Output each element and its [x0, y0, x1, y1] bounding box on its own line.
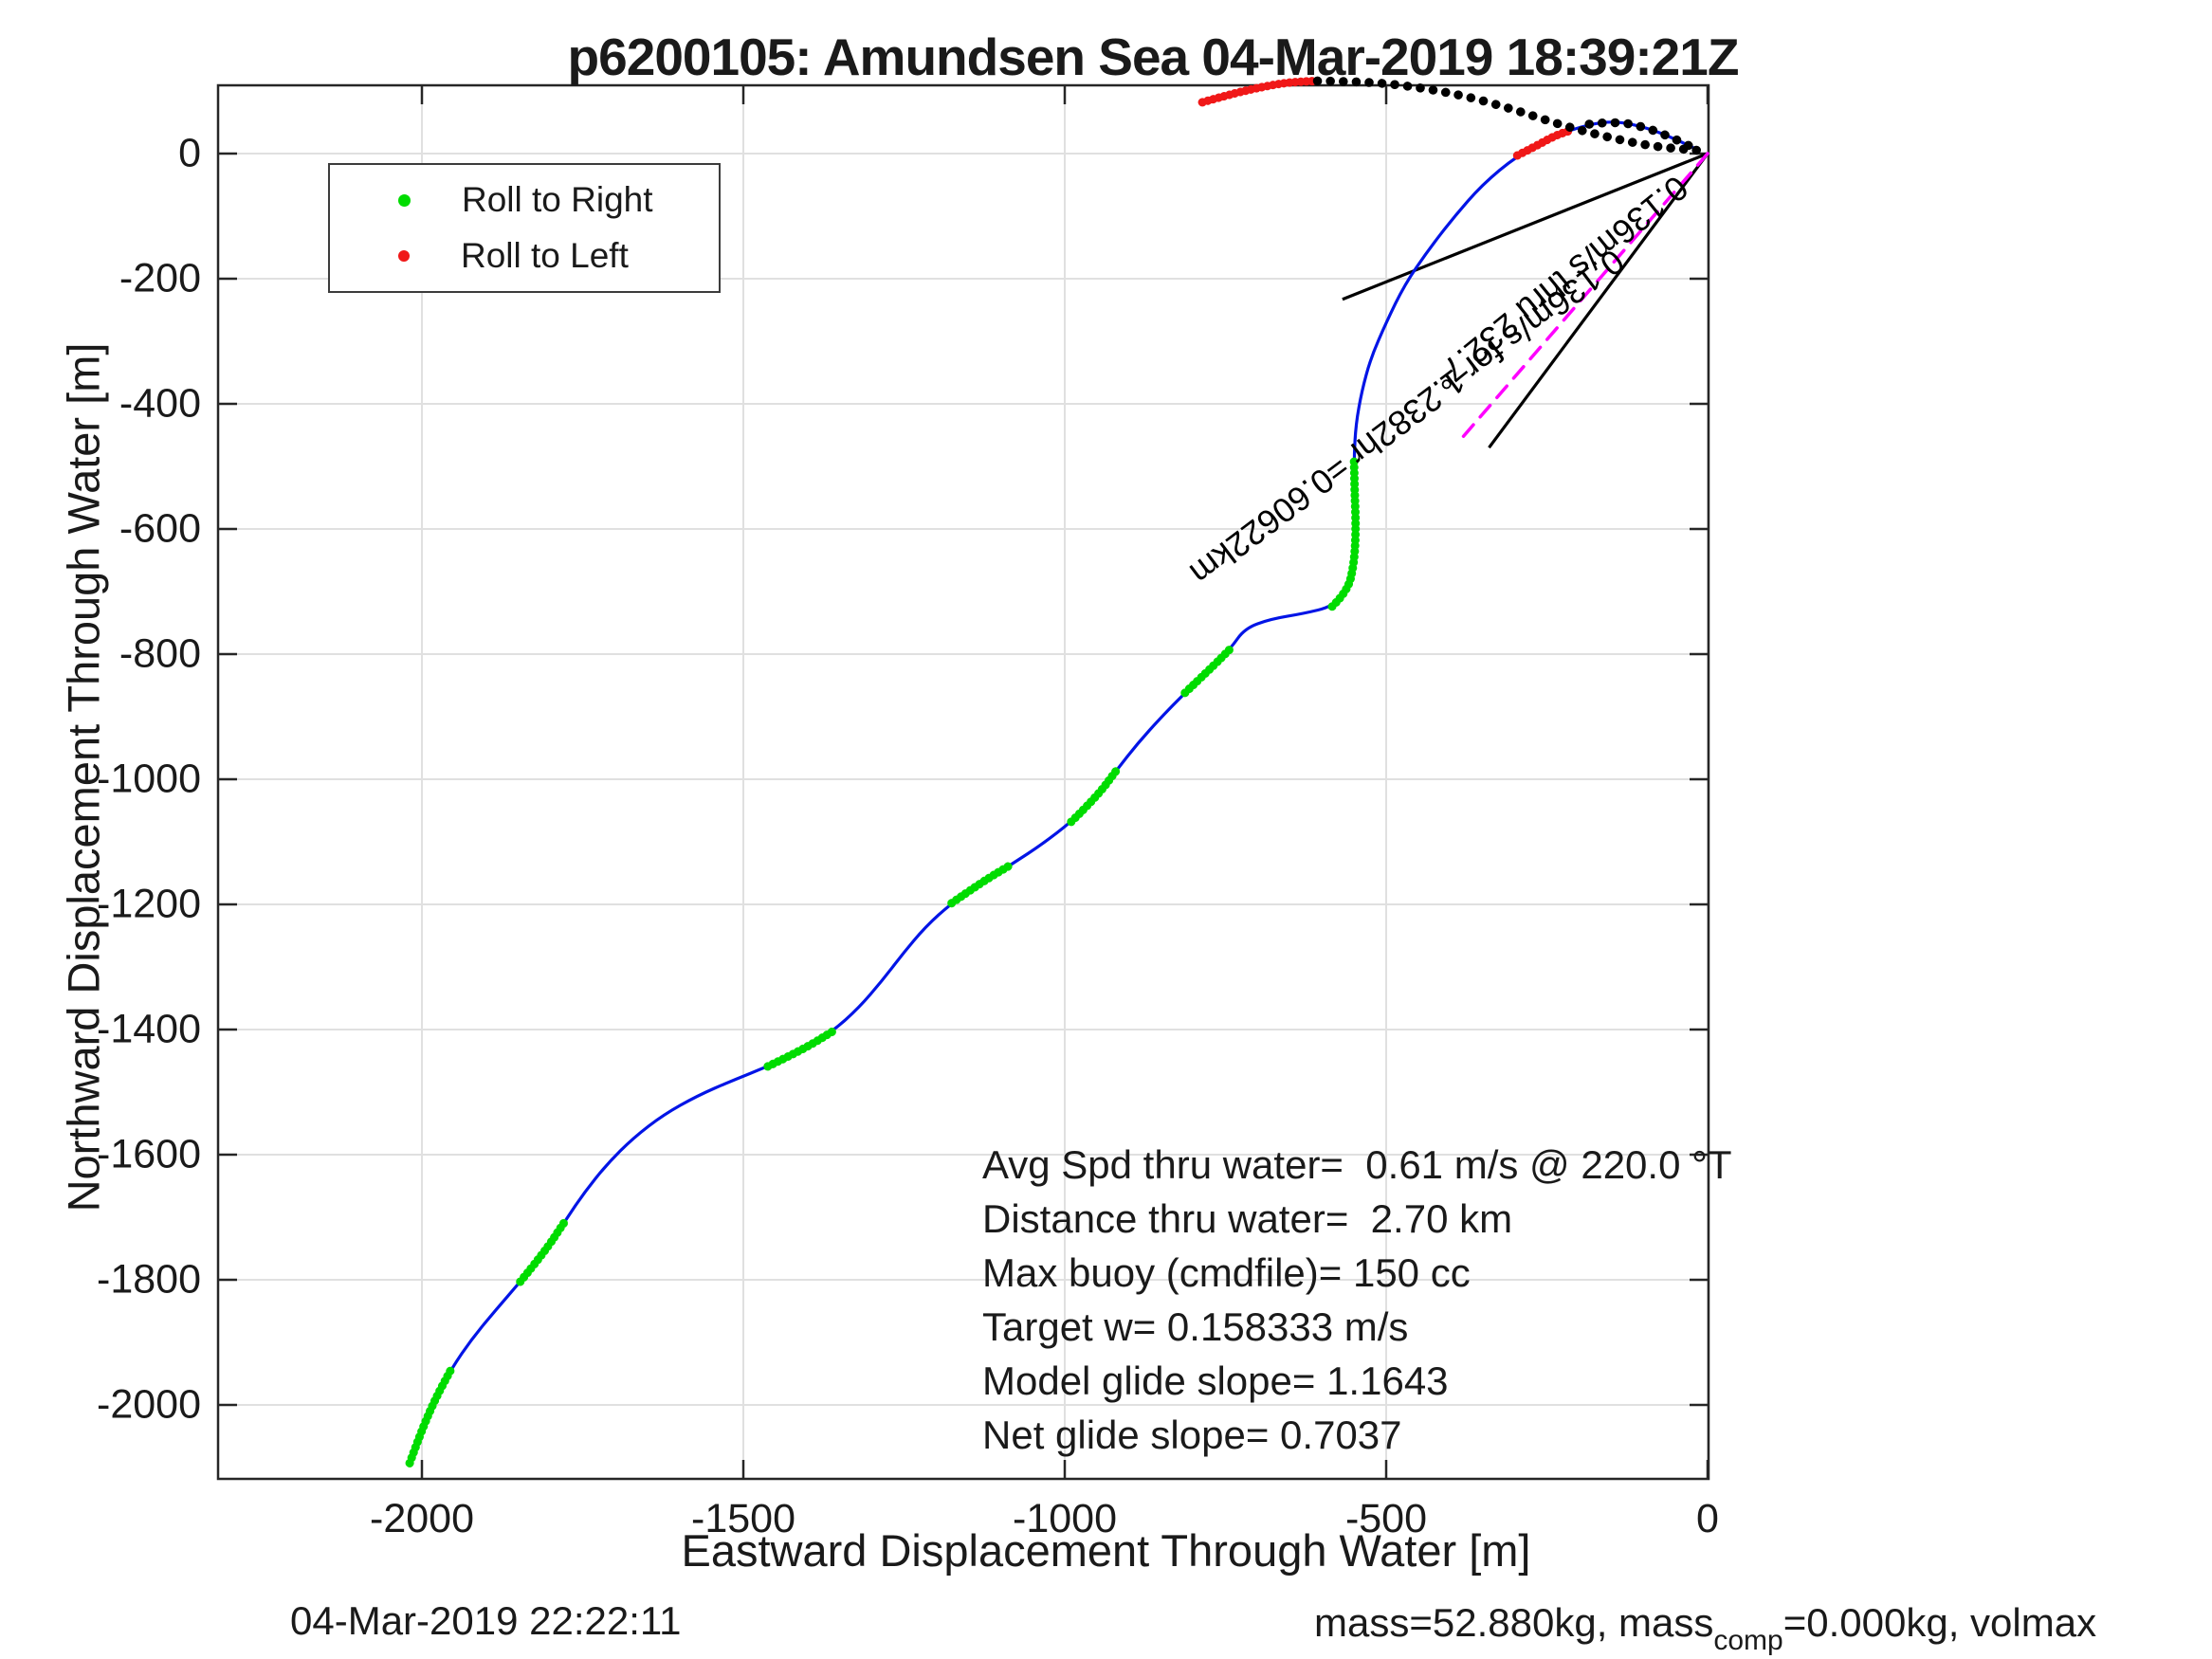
legend-item-roll-left: Roll to Left: [330, 236, 719, 276]
legend-label: Roll to Right: [462, 180, 653, 220]
y-tick-label: -2000: [97, 1381, 201, 1428]
y-tick-label: -1200: [97, 881, 201, 927]
roll-right-marker-icon: [398, 193, 411, 207]
series-displacement-vector: [1454, 152, 1709, 446]
stat-avg-speed: Avg Spd thru water= 0.61 m/s @ 220.0 °T: [982, 1142, 1732, 1187]
x-tick-label: -500: [1344, 1496, 1428, 1541]
stat-net-slope: Net glide slope= 0.7037: [982, 1413, 1402, 1457]
stat-distance: Distance thru water= 2.70 km: [982, 1196, 1513, 1241]
series-surface-fixes: [1312, 76, 1704, 155]
series-dive-track: [408, 120, 1700, 1464]
stat-target-w: Target w= 0.158333 m/s: [982, 1304, 1409, 1349]
series-roll-to-right: [516, 1218, 569, 1286]
plot-timestamp: 04-Mar-2019 22:22:11: [290, 1598, 682, 1643]
axes-box: [216, 83, 1710, 1481]
y-tick-label: -1000: [97, 756, 201, 802]
stat-max-buoy: Max buoy (cmdfile)= 150 cc: [982, 1250, 1471, 1295]
y-tick-label: 0: [178, 130, 201, 176]
series-roll-to-right: [947, 859, 1017, 908]
y-tick-label: -1800: [97, 1256, 201, 1303]
y-tick-label: -1400: [97, 1006, 201, 1052]
mass-info: mass=52.880kg, masscomp=0.000kg, volmax: [1314, 1600, 2096, 1657]
plot-title: p6200105: Amundsen Sea 04-Mar-2019 18:39…: [567, 27, 1740, 86]
series-roll-to-right: [1180, 644, 1235, 698]
y-tick-label: -200: [119, 255, 201, 301]
mass-text: mass=52.880kg, mass: [1314, 1600, 1714, 1645]
roll-left-marker-icon: [398, 249, 410, 262]
series-bearing-lines: [1342, 152, 1709, 301]
series-surface-fixes: [1584, 118, 1704, 155]
mass-subscript: comp: [1713, 1625, 1783, 1656]
legend-box: Roll to Right Roll to Left: [328, 163, 721, 293]
series-roll-to-right: [1067, 765, 1122, 827]
x-tick-label: 0: [1696, 1496, 1719, 1541]
mass-text-cont: =0.000kg, volmax: [1782, 1600, 2097, 1645]
series-roll-to-right: [763, 1027, 837, 1071]
x-axis-label: Eastward Displacement Through Water [m]: [681, 1525, 1531, 1576]
x-tick-label: -1500: [691, 1496, 795, 1541]
legend-item-roll-right: Roll to Right: [330, 180, 719, 220]
x-tick-label: -1000: [1013, 1496, 1117, 1541]
series-roll-to-left: [1512, 125, 1578, 160]
y-tick-label: -400: [119, 380, 201, 427]
stat-model-slope: Model glide slope= 1.1643: [982, 1358, 1449, 1403]
y-tick-label: -600: [119, 505, 201, 552]
legend-label: Roll to Left: [461, 235, 629, 275]
series-roll-to-left: [1197, 76, 1322, 107]
x-tick-label: -2000: [370, 1496, 474, 1541]
y-tick-label: -1600: [97, 1131, 201, 1177]
dive-stats-block: Avg Spd thru water= 0.61 m/s @ 220.0 °T …: [982, 1138, 1732, 1462]
y-tick-label: -800: [119, 630, 201, 677]
series-bearing-lines: [1488, 153, 1709, 449]
series-roll-to-right: [1327, 453, 1361, 611]
series-roll-to-right: [405, 1364, 456, 1468]
